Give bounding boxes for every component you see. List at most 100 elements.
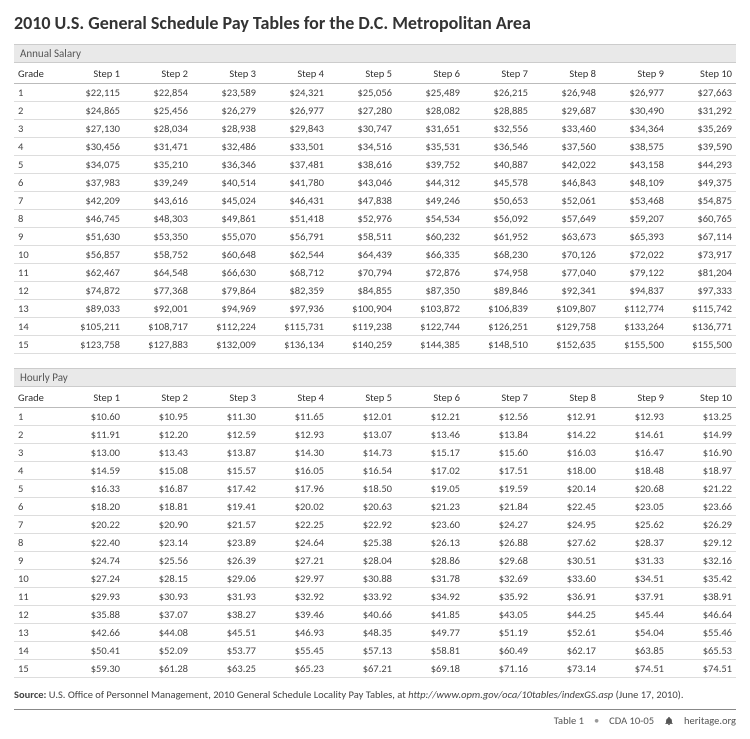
table-row: 8$22.40$23.14$23.89$24.64$25.38$26.13$26… [14, 534, 736, 552]
value-cell: $34,364 [600, 120, 668, 138]
value-cell: $123,758 [56, 336, 124, 354]
table-row: 2$11.91$12.20$12.59$12.93$13.07$13.46$13… [14, 426, 736, 444]
value-cell: $62.17 [532, 642, 600, 660]
value-cell: $53.77 [192, 642, 260, 660]
value-cell: $15.17 [396, 444, 464, 462]
value-cell: $73,917 [668, 246, 736, 264]
value-cell: $25.38 [328, 534, 396, 552]
table-row: 6$37,983$39,249$40,514$41,780$43,046$44,… [14, 174, 736, 192]
value-cell: $77,040 [532, 264, 600, 282]
source-text-b: (June 17, 2010). [613, 688, 683, 701]
value-cell: $60,765 [668, 210, 736, 228]
value-cell: $20.68 [600, 480, 668, 498]
value-cell: $35,210 [124, 156, 192, 174]
value-cell: $33.92 [328, 588, 396, 606]
value-cell: $133,264 [600, 318, 668, 336]
value-cell: $54.04 [600, 624, 668, 642]
value-cell: $16.05 [260, 462, 328, 480]
col-step: Step 10 [668, 63, 736, 84]
grade-cell: 4 [14, 462, 56, 480]
grade-cell: 9 [14, 228, 56, 246]
value-cell: $27,130 [56, 120, 124, 138]
value-cell: $27.62 [532, 534, 600, 552]
value-cell: $19.41 [192, 498, 260, 516]
value-cell: $57,649 [532, 210, 600, 228]
value-cell: $29.12 [668, 534, 736, 552]
value-cell: $38,575 [600, 138, 668, 156]
value-cell: $136,771 [668, 318, 736, 336]
value-cell: $12.56 [464, 408, 532, 426]
value-cell: $32.92 [260, 588, 328, 606]
value-cell: $26,977 [600, 84, 668, 102]
table-row: 1$22,115$22,854$23,589$24,321$25,056$25,… [14, 84, 736, 102]
grade-cell: 4 [14, 138, 56, 156]
value-cell: $18.20 [56, 498, 124, 516]
value-cell: $51,418 [260, 210, 328, 228]
value-cell: $61.28 [124, 660, 192, 678]
value-cell: $37,481 [260, 156, 328, 174]
value-cell: $74,958 [464, 264, 532, 282]
col-step: Step 7 [464, 387, 532, 408]
value-cell: $12.91 [532, 408, 600, 426]
col-step: Step 6 [396, 387, 464, 408]
value-cell: $16.33 [56, 480, 124, 498]
value-cell: $22.45 [532, 498, 600, 516]
value-cell: $16.47 [600, 444, 668, 462]
value-cell: $24,321 [260, 84, 328, 102]
value-cell: $52.61 [532, 624, 600, 642]
table-row: 10$56,857$58,752$60,648$62,544$64,439$66… [14, 246, 736, 264]
grade-cell: 13 [14, 300, 56, 318]
col-step: Step 1 [56, 63, 124, 84]
value-cell: $87,350 [396, 282, 464, 300]
grade-cell: 6 [14, 174, 56, 192]
value-cell: $26.88 [464, 534, 532, 552]
value-cell: $13.87 [192, 444, 260, 462]
section-hourly-pay: Hourly Pay [14, 368, 736, 387]
value-cell: $44,312 [396, 174, 464, 192]
value-cell: $36,346 [192, 156, 260, 174]
table-row: 5$16.33$16.87$17.42$17.96$18.50$19.05$19… [14, 480, 736, 498]
value-cell: $105,211 [56, 318, 124, 336]
value-cell: $155,500 [668, 336, 736, 354]
value-cell: $37,560 [532, 138, 600, 156]
value-cell: $44,293 [668, 156, 736, 174]
value-cell: $11.65 [260, 408, 328, 426]
value-cell: $33,501 [260, 138, 328, 156]
value-cell: $48,109 [600, 174, 668, 192]
value-cell: $17.51 [464, 462, 532, 480]
table-row: 11$29.93$30.93$31.93$32.92$33.92$34.92$3… [14, 588, 736, 606]
table-row: 14$50.41$52.09$53.77$55.45$57.13$58.81$6… [14, 642, 736, 660]
value-cell: $31,292 [668, 102, 736, 120]
value-cell: $19.05 [396, 480, 464, 498]
value-cell: $22,115 [56, 84, 124, 102]
value-cell: $55.45 [260, 642, 328, 660]
value-cell: $13.25 [668, 408, 736, 426]
value-cell: $62,467 [56, 264, 124, 282]
value-cell: $34.51 [600, 570, 668, 588]
value-cell: $12.01 [328, 408, 396, 426]
value-cell: $23.60 [396, 516, 464, 534]
value-cell: $44.25 [532, 606, 600, 624]
value-cell: $66,335 [396, 246, 464, 264]
value-cell: $26,977 [260, 102, 328, 120]
value-cell: $25.62 [600, 516, 668, 534]
value-cell: $18.97 [668, 462, 736, 480]
value-cell: $13.43 [124, 444, 192, 462]
value-cell: $39,249 [124, 174, 192, 192]
source-line: Source: U.S. Office of Personnel Managem… [14, 688, 736, 710]
value-cell: $16.90 [668, 444, 736, 462]
table-row: 3$27,130$28,034$28,938$29,843$30,747$31,… [14, 120, 736, 138]
value-cell: $32,556 [464, 120, 532, 138]
value-cell: $64,548 [124, 264, 192, 282]
value-cell: $25,456 [124, 102, 192, 120]
grade-cell: 5 [14, 480, 56, 498]
value-cell: $45,024 [192, 192, 260, 210]
col-step: Step 5 [328, 63, 396, 84]
value-cell: $122,744 [396, 318, 464, 336]
value-cell: $26.29 [668, 516, 736, 534]
value-cell: $27.24 [56, 570, 124, 588]
value-cell: $73.14 [532, 660, 600, 678]
value-cell: $35.42 [668, 570, 736, 588]
value-cell: $16.87 [124, 480, 192, 498]
table-row: 14$105,211$108,717$112,224$115,731$119,2… [14, 318, 736, 336]
